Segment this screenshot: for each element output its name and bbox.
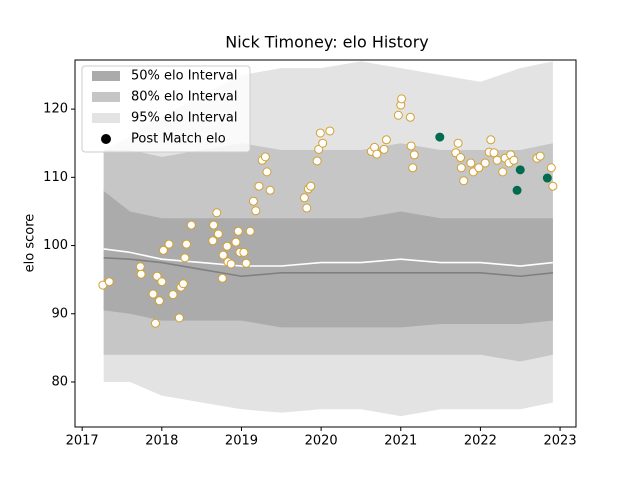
elo-point — [515, 165, 525, 175]
elo-point — [218, 250, 228, 260]
elo-point — [299, 193, 309, 203]
elo-point — [226, 259, 236, 269]
elo-point — [381, 135, 391, 145]
y-tick-label: 120 — [43, 102, 68, 117]
elo-point — [474, 163, 484, 173]
chart-title: Nick Timoney: elo History — [225, 33, 429, 52]
elo-point — [453, 138, 463, 148]
elo-point — [318, 138, 328, 148]
elo-point — [248, 196, 258, 206]
elo-point — [154, 296, 164, 306]
elo-point — [251, 206, 261, 216]
elo-point — [222, 241, 232, 251]
elo-point — [512, 185, 522, 195]
elo-point — [546, 163, 556, 173]
elo-point — [208, 236, 218, 246]
elo-point — [492, 155, 502, 165]
elo-point — [480, 158, 490, 168]
elo-point — [164, 239, 174, 249]
elo-point — [393, 110, 403, 120]
x-tick-label: 2023 — [544, 434, 577, 449]
elo-point — [379, 144, 389, 154]
legend-label: 95% elo Interval — [131, 111, 238, 126]
elo-point — [245, 226, 255, 236]
legend-box — [81, 65, 251, 153]
elo-point — [186, 220, 196, 230]
elo-point — [213, 229, 223, 239]
elo-point — [459, 176, 469, 186]
elo-point — [489, 148, 499, 158]
x-tick-label: 2019 — [225, 434, 258, 449]
elo-point — [456, 163, 466, 173]
elo-point — [212, 208, 222, 218]
elo-point — [315, 128, 325, 138]
elo-point — [178, 279, 188, 289]
elo-point — [265, 185, 275, 195]
elo-point — [405, 112, 415, 122]
elo-point — [325, 126, 335, 136]
elo-point — [135, 262, 145, 272]
elo-point — [241, 258, 251, 268]
legend-marker — [101, 134, 111, 144]
elo-line — [103, 248, 553, 267]
elo-point — [157, 277, 167, 287]
elo-point — [104, 277, 114, 287]
elo-point — [498, 167, 508, 177]
elo-point — [548, 181, 558, 191]
elo-point — [233, 226, 243, 236]
elo-point — [435, 132, 445, 142]
legend-swatch — [92, 92, 120, 102]
elo-point — [397, 94, 407, 104]
elo-point — [148, 289, 158, 299]
elo-line — [103, 257, 553, 278]
elo-point — [466, 158, 476, 168]
elo-point — [136, 269, 146, 279]
elo-point — [535, 151, 545, 161]
legend-label: 80% elo Interval — [131, 90, 238, 105]
elo-point — [254, 181, 264, 191]
elo-point — [406, 141, 416, 151]
legend-label: Post Match elo — [131, 132, 226, 147]
y-tick-label: 100 — [43, 238, 68, 253]
elo-point — [409, 150, 419, 160]
legend-swatch — [92, 113, 120, 123]
elo-point — [306, 181, 316, 191]
elo-point — [182, 239, 192, 249]
elo-point — [262, 167, 272, 177]
elo-point — [408, 163, 418, 173]
elo-point — [231, 237, 241, 247]
elo-point — [312, 156, 322, 166]
x-tick-label: 2018 — [145, 434, 178, 449]
elo-point — [180, 253, 190, 263]
legend-swatch — [92, 71, 120, 81]
elo-point — [158, 245, 168, 255]
elo-point — [174, 313, 184, 323]
x-tick-label: 2017 — [66, 434, 99, 449]
elo-point — [239, 247, 249, 257]
elo-point — [372, 149, 382, 159]
elo-point — [168, 290, 178, 300]
legend-label: 50% elo Interval — [131, 69, 238, 84]
elo-point — [217, 273, 227, 283]
y-tick-label: 80 — [51, 374, 68, 389]
elo-point — [302, 203, 312, 213]
elo-point — [260, 152, 270, 162]
y-tick-label: 110 — [43, 170, 68, 185]
elo-point — [486, 135, 496, 145]
x-tick-label: 2020 — [305, 434, 338, 449]
plot-frame — [74, 59, 577, 428]
x-tick-label: 2022 — [464, 434, 497, 449]
elo-point — [314, 144, 324, 154]
elo-point — [509, 155, 519, 165]
elo-point — [456, 153, 466, 163]
y-tick-label: 90 — [51, 306, 68, 321]
elo-point — [542, 173, 552, 183]
y-axis-label: elo score — [23, 214, 38, 273]
elo-point — [150, 318, 160, 328]
x-tick-label: 2021 — [384, 434, 417, 449]
elo-point — [209, 220, 219, 230]
